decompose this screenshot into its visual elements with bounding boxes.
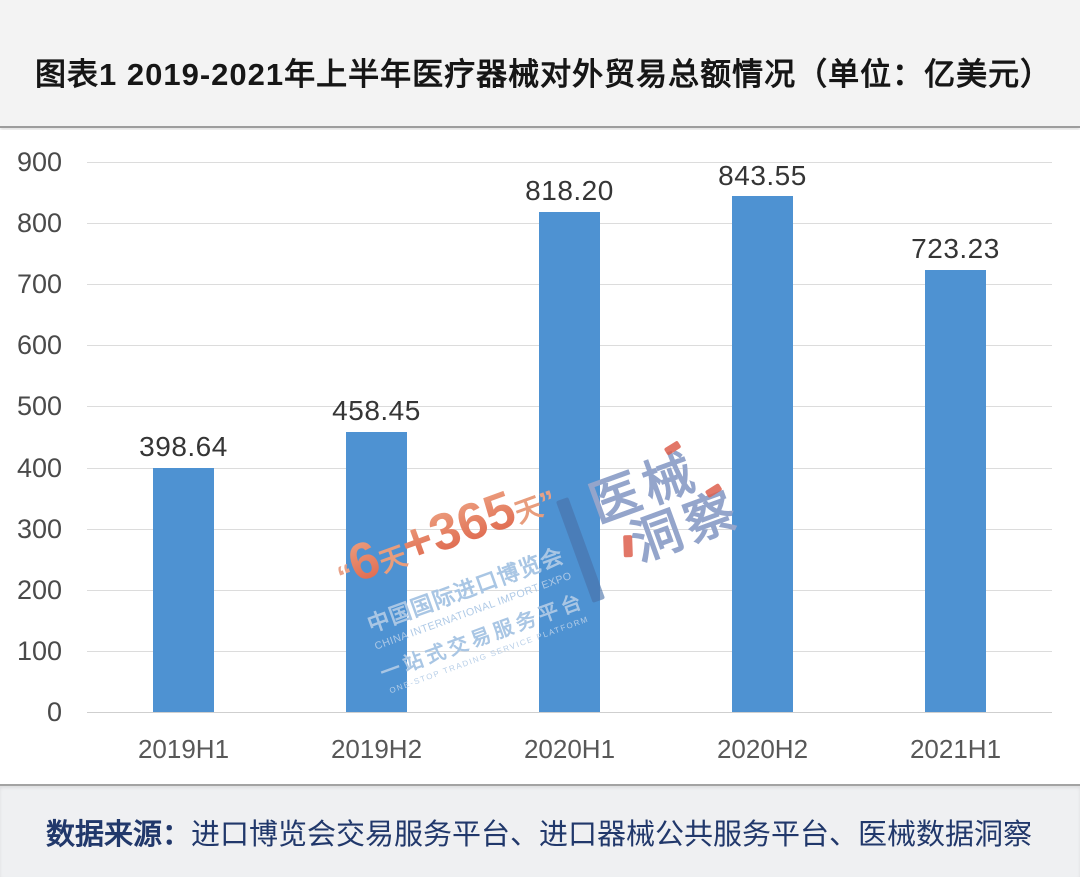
x-tick-label-2019H1: 2019H1 (137, 734, 230, 764)
chart-area: 0 100 200 300 400 500 600 700 800 900 398.64 2019H1… (0, 130, 1080, 784)
x-tick-label-2021H1: 2021H1 (909, 734, 1002, 764)
gridline-900 (87, 162, 1052, 163)
bar-value-label-2021H1: 723.23 (911, 233, 1000, 265)
y-tick-label-100: 100 (16, 635, 62, 666)
y-tick-label-900: 900 (16, 147, 62, 177)
bar-2021H1 (925, 270, 986, 712)
y-tick-label-600: 600 (16, 330, 62, 361)
y-tick-label-300: 300 (16, 513, 62, 544)
y-tick-label-800: 800 (16, 208, 62, 239)
gridline-0 (87, 712, 1052, 713)
y-tick-label-500: 500 (16, 391, 62, 422)
y-tick-label-200: 200 (16, 574, 62, 605)
bar-2020H2 (732, 196, 793, 712)
bar-chart-plot: 0 100 200 300 400 500 600 700 800 900 398.64 2019H1… (17, 147, 1052, 764)
bar-value-label-2020H2: 843.55 (718, 159, 807, 191)
y-tick-label-400: 400 (16, 452, 62, 483)
source-bar: 数据来源： 进口博览会交易服务平台、进口器械公共服务平台、医械数据洞察 (0, 784, 1080, 877)
bar-2019H1 (153, 468, 214, 712)
y-tick-label-700: 700 (16, 269, 62, 300)
chart-header: 图表1 2019-2021年上半年医疗器械对外贸易总额情况（单位：亿美元） (0, 0, 1080, 128)
bar-value-label-2020H1: 818.20 (525, 174, 614, 206)
bar-2020H1 (539, 211, 600, 712)
source-label: 数据来源： (46, 818, 192, 851)
chart-title: 图表1 2019-2021年上半年医疗器械对外贸易总额情况（单位：亿美元） (35, 57, 1053, 92)
source-text: 进口博览会交易服务平台、进口器械公共服务平台、医械数据洞察 (191, 818, 1033, 851)
x-tick-label-2020H1: 2020H1 (523, 734, 616, 764)
x-tick-label-2020H2: 2020H2 (716, 734, 809, 764)
x-tick-label-2019H2: 2019H2 (330, 734, 423, 764)
bar-2019H2 (346, 431, 407, 712)
y-tick-label-0: 0 (46, 697, 62, 727)
bar-value-label-2019H1: 398.64 (139, 431, 228, 463)
bar-value-label-2019H2: 458.45 (332, 394, 421, 426)
